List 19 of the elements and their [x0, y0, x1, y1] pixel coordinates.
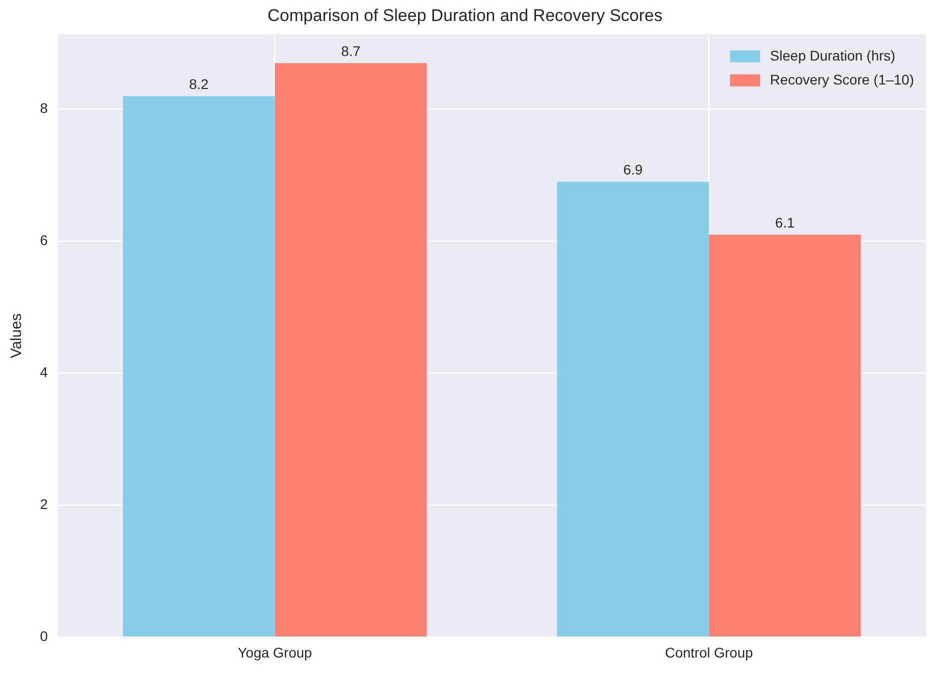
y-tick-label: 6	[40, 232, 48, 248]
data-label: 8.2	[189, 76, 209, 92]
y-tick-label: 2	[40, 496, 48, 512]
y-axis-title: Values	[8, 313, 26, 358]
y-tick-label: 0	[40, 628, 48, 644]
legend-label: Sleep Duration (hrs)	[770, 47, 896, 64]
bar	[274, 63, 427, 636]
data-label: 8.7	[341, 42, 361, 59]
bar	[122, 96, 275, 636]
legend-label: Recovery Score (1–10)	[770, 71, 914, 88]
data-label: 6.9	[623, 162, 643, 178]
chart-title: Comparison of Sleep Duration and Recovery Scores	[268, 6, 662, 25]
x-tick-label: Yoga Group	[238, 644, 312, 660]
y-tick-label: 4	[40, 364, 48, 380]
x-tick-label: Control Group	[664, 644, 754, 660]
y-tick-label: 8	[40, 100, 48, 116]
data-label: 6.1	[775, 214, 795, 231]
bar	[557, 182, 709, 636]
bar	[708, 234, 861, 636]
